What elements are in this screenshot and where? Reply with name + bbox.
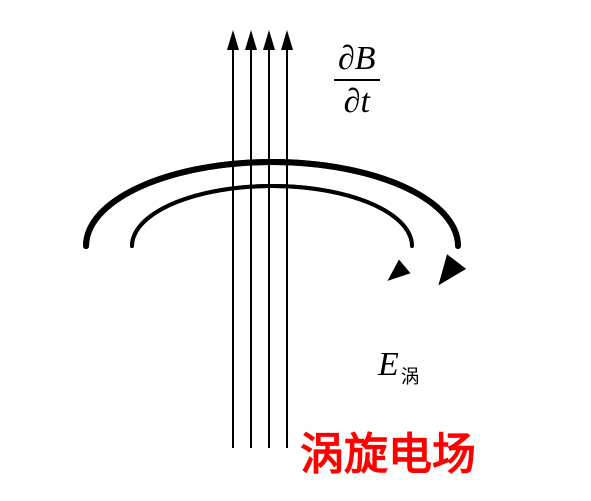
dBdt-numerator: ∂B [334, 40, 380, 81]
label-dBdt: ∂B ∂t [334, 40, 380, 121]
title-vortex-field: 涡旋电场 [300, 418, 476, 482]
E-subscript: 涡 [401, 367, 420, 388]
label-E-vortex: E涡 [378, 346, 419, 388]
E-symbol: E [378, 346, 399, 383]
title-text: 涡旋电场 [300, 430, 476, 479]
dBdt-denominator: ∂t [334, 81, 380, 120]
diagram-svg [0, 0, 591, 501]
diagram-canvas: ∂B ∂t E涡 涡旋电场 [0, 0, 591, 501]
